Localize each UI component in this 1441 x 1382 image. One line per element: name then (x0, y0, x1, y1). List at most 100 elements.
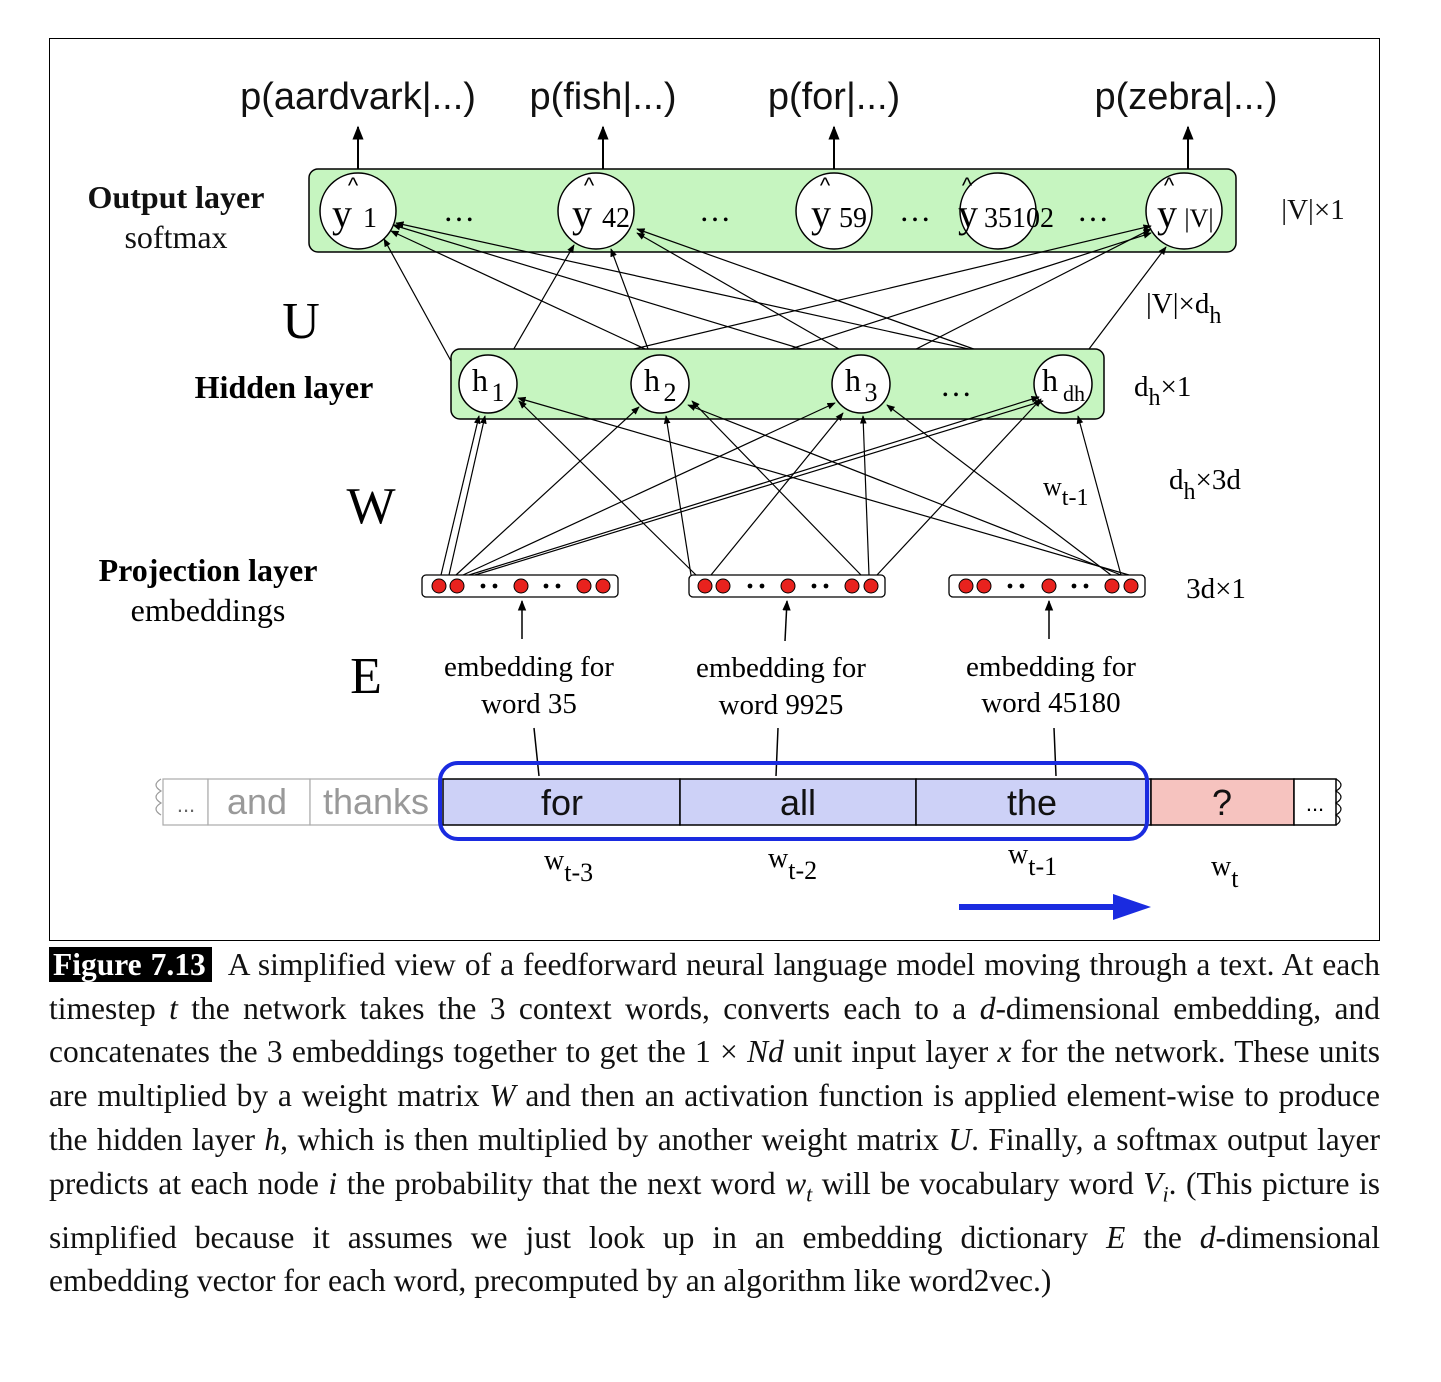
caption-part: t (806, 1180, 813, 1206)
caption-text: A simplified view of a feedforward neura… (49, 947, 1380, 1298)
label-wt-2: wt-2 (768, 843, 817, 885)
svg-text:3: 3 (865, 378, 878, 407)
caption-part: i (328, 1165, 338, 1201)
svg-text:y: y (811, 191, 831, 236)
embedding-lookup-arrows (517, 599, 1057, 777)
hidden-node-hdh: h dh (1033, 354, 1093, 414)
figure-label: Figure 7.13 (49, 947, 212, 982)
caption-part: E (1106, 1219, 1126, 1255)
W-matrix-dim: dh×3d (1169, 464, 1241, 505)
prob-label-aardvark: p(aardvark|...) (240, 76, 476, 118)
caption-part: -dimensional embedding, and concatenates… (49, 990, 1381, 1070)
caption-part: the probability that the next word (337, 1165, 786, 1201)
svg-text:59: 59 (839, 203, 867, 234)
caption-part: , which is then multiplied by another we… (280, 1121, 949, 1157)
caption-part: the network takes the 3 context words, c… (177, 990, 980, 1026)
W-matrix-letter: W (346, 478, 395, 535)
output-ellipsis-2: … (699, 192, 731, 228)
svg-text:1: 1 (492, 378, 505, 407)
hidden-layer-dim: dh×1 (1134, 371, 1191, 411)
svg-text:h: h (472, 362, 488, 398)
caption-part: d (1199, 1219, 1216, 1255)
caption-part: w (785, 1165, 807, 1201)
E-matrix-letter: E (350, 648, 382, 705)
caption-part: U (948, 1121, 972, 1157)
output-layer-sublabel: softmax (124, 219, 227, 255)
W-wt-minus-1-label: wt-1 (1043, 472, 1088, 511)
caption-part: unit input layer (783, 1034, 998, 1070)
caption-part: A simplified view of a feedforward neura… (49, 947, 1380, 1026)
word-the: the (1007, 782, 1057, 823)
embedding-label-2-line2: word 9925 (719, 689, 844, 721)
caption-part: V (1143, 1165, 1163, 1201)
svg-text:^: ^ (584, 173, 595, 198)
output-layer-label: Output layer (88, 179, 265, 215)
svg-text:2: 2 (664, 378, 677, 407)
output-node-yV: ^ y |V| (1145, 172, 1223, 250)
figure-frame: p(aardvark|...) p(fish|...) p(for|...) p… (49, 38, 1380, 941)
svg-text:h: h (1042, 362, 1058, 398)
svg-text:dh: dh (1063, 381, 1085, 406)
caption-part: i (1162, 1180, 1169, 1206)
label-wt-3: wt-3 (544, 845, 593, 887)
sequence-left-fade (155, 778, 444, 826)
caption-part: h (264, 1121, 281, 1157)
svg-text:|V|: |V| (1184, 204, 1213, 233)
caption-part: W (489, 1078, 516, 1114)
svg-text:^: ^ (820, 173, 831, 198)
caption-part: the (1125, 1219, 1200, 1255)
svg-text:h: h (845, 362, 861, 398)
embedding-label-1-line1: embedding for (444, 651, 614, 683)
hidden-node-h2: h 2 (630, 354, 690, 414)
projection-layer-dim: 3d×1 (1186, 573, 1246, 605)
word-ellipsis-left: ... (177, 792, 195, 817)
caption-part: for the network. These units are multipl… (49, 1034, 1380, 1114)
projection-layer-label: Projection layer (99, 552, 318, 588)
svg-text:y: y (332, 191, 352, 236)
embedding-label-3-line1: embedding for (966, 651, 1136, 683)
caption-part: d (979, 990, 996, 1026)
caption-part: t (169, 990, 178, 1026)
svg-text:y: y (1157, 191, 1177, 236)
context-word-cells (442, 778, 1152, 826)
U-matrix-letter: U (282, 293, 320, 350)
svg-text:y: y (958, 191, 978, 236)
output-node-y42: ^ y 42 (557, 172, 635, 250)
svg-text:h: h (644, 362, 660, 398)
svg-text:y: y (572, 191, 592, 236)
output-ellipsis-4: … (1077, 192, 1109, 228)
output-prob-arrows (352, 125, 1194, 171)
caption-part: x (997, 1034, 1012, 1070)
label-wt: wt (1211, 851, 1239, 893)
word-all: all (780, 782, 816, 823)
embedding-label-2-line1: embedding for (696, 652, 866, 684)
output-node-y35102: ^ y 35102 (958, 172, 1054, 250)
embedding-label-1-line2: word 35 (481, 688, 577, 720)
context-window-outline (438, 761, 1149, 841)
output-node-y59: ^ y 59 (795, 172, 873, 250)
embedding-vector-3 (948, 574, 1146, 598)
hidden-ellipsis: … (940, 367, 972, 403)
hidden-node-h3: h 3 (831, 354, 891, 414)
output-layer-dim: |V|×1 (1281, 194, 1344, 226)
caption-part: Nd (747, 1034, 784, 1070)
word-ellipsis-right: ... (1306, 791, 1324, 816)
caption-part: -dimensional embedding vector for each w… (49, 1219, 1380, 1299)
output-node-y1: ^ y 1 (319, 172, 397, 250)
word-for: for (541, 782, 583, 823)
target-word-cell (1150, 778, 1295, 826)
prob-label-zebra: p(zebra|...) (1094, 76, 1277, 118)
direction-arrow (959, 894, 1151, 920)
word-thanks: thanks (323, 781, 429, 822)
svg-text:^: ^ (348, 173, 359, 198)
caption-part: . Finally, a softmax output layer predic… (49, 1121, 1380, 1201)
embedding-vector-2 (688, 574, 886, 598)
caption-part: . (This picture is simplified because it… (49, 1165, 1380, 1255)
output-ellipsis-1: … (443, 192, 475, 228)
prob-label-for: p(for|...) (768, 76, 900, 118)
word-and: and (227, 781, 287, 822)
caption-part: and then an activation function is appli… (49, 1078, 1380, 1157)
hidden-node-h1: h 1 (458, 354, 518, 414)
embedding-vector-1 (421, 574, 619, 598)
svg-text:^: ^ (962, 173, 973, 198)
